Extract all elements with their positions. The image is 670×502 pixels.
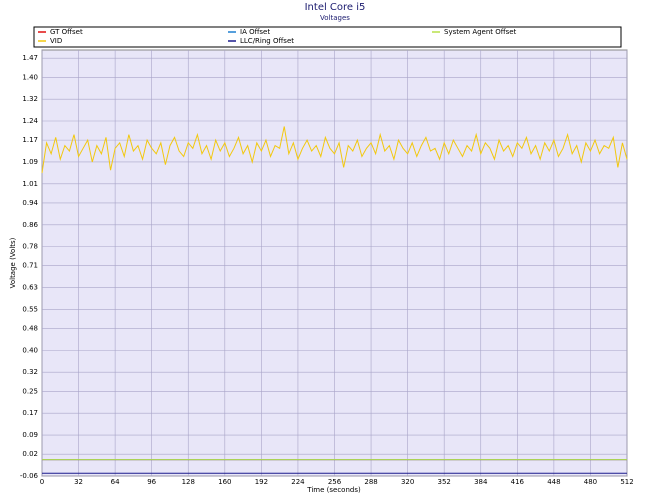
x-tick-label: 448 [547,478,560,486]
y-tick-label: 0.02 [22,450,38,458]
y-tick-label: 0.55 [22,305,38,313]
x-tick-label: 512 [620,478,633,486]
legend-box [33,26,622,48]
x-tick-label: 320 [401,478,414,486]
x-tick-label: 0 [40,478,44,486]
x-tick-label: 416 [511,478,525,486]
y-tick-label: -0.06 [20,472,39,480]
x-tick-label: 128 [182,478,195,486]
chart-subtitle: Voltages [320,14,350,22]
legend-label: System Agent Offset [444,28,517,36]
chart-title: Intel Core i5 [305,2,366,13]
y-tick-label: 0.17 [22,409,38,417]
x-tick-label: 64 [111,478,120,486]
y-tick-label: 0.48 [22,325,38,333]
x-axis-label: Time (seconds) [306,486,361,494]
y-tick-label: 0.78 [22,243,38,251]
y-tick-label: 0.25 [22,387,38,395]
y-tick-label: 0.09 [22,431,38,439]
legend-label: LLC/Ring Offset [240,37,294,45]
x-tick-label: 384 [474,478,488,486]
series-line [41,126,628,173]
y-axis-label: Voltage (Volts) [9,237,17,288]
legend-label: IA Offset [240,28,270,36]
y-tick-label: 1.01 [22,180,38,188]
y-tick-label: 1.09 [22,158,38,166]
y-tick-label: 0.71 [22,262,38,270]
y-tick-label: 1.17 [22,136,38,144]
x-tick-label: 288 [364,478,377,486]
y-tick-label: 1.24 [22,117,38,125]
x-tick-label: 480 [584,478,597,486]
y-tick-label: 0.63 [22,284,38,292]
legend-label: GT Offset [50,28,83,36]
y-tick-label: 0.32 [22,368,38,376]
y-tick-label: 0.40 [22,346,38,354]
x-tick-label: 96 [147,478,156,486]
x-tick-label: 192 [255,478,268,486]
y-tick-label: 1.47 [22,54,38,62]
x-tick-label: 352 [438,478,451,486]
x-tick-label: 32 [74,478,83,486]
legend-label: VID [50,37,62,45]
y-tick-label: 1.32 [22,95,38,103]
x-tick-label: 224 [291,478,305,486]
y-tick-label: 1.40 [22,73,38,81]
x-tick-label: 256 [328,478,342,486]
y-tick-label: 0.94 [22,199,38,207]
x-tick-label: 160 [218,478,231,486]
y-tick-label: 0.86 [22,221,38,229]
